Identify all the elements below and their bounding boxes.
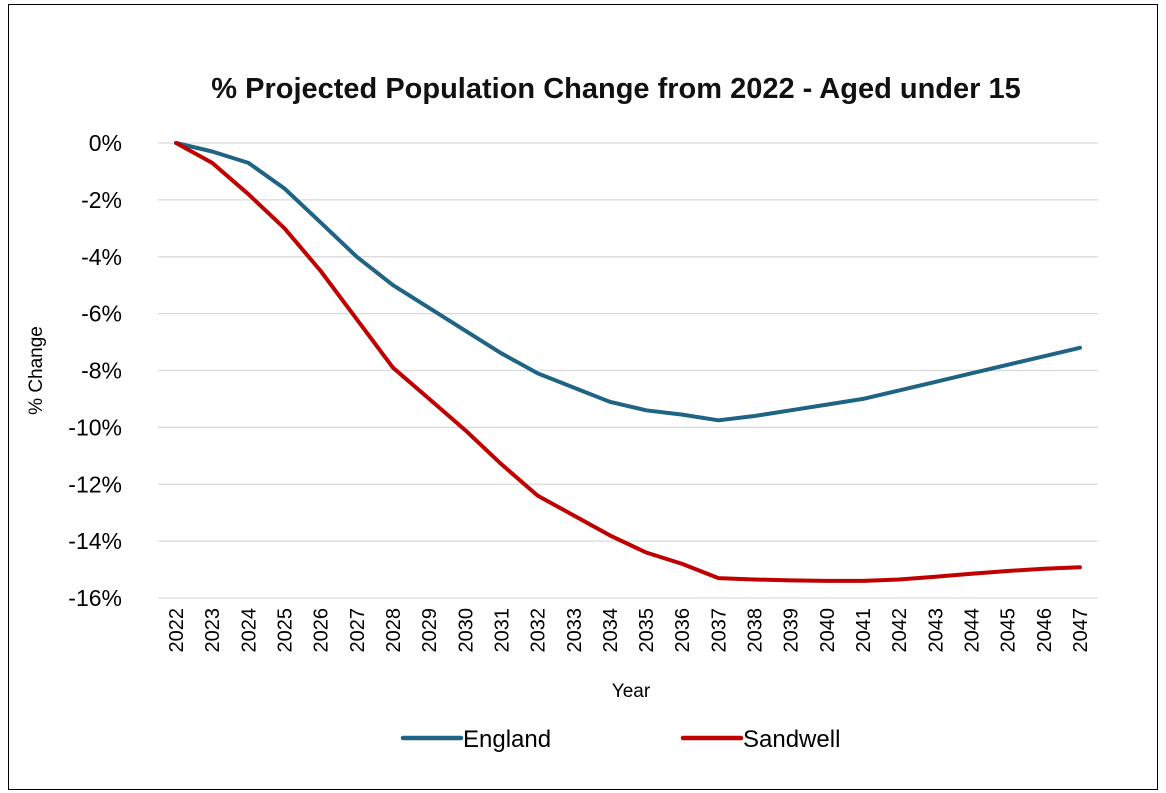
series-line-england [174, 141, 1082, 423]
y-tick-label: -10% [68, 414, 122, 440]
x-tick-label: 2039 [781, 608, 803, 653]
x-tick-label: 2036 [672, 608, 694, 653]
series-line-sandwell [174, 141, 1082, 583]
x-tick-label: 2040 [817, 608, 839, 653]
x-tick-label: 2034 [600, 608, 622, 653]
x-tick-label: 2045 [998, 608, 1020, 653]
y-tick-label: -12% [68, 471, 122, 497]
legend-label-sandwell: Sandwell [743, 726, 840, 753]
x-axis-ticks: 2022 2023 2024 2025 2026 2027 2028 2029 2030 2031… [166, 608, 1092, 653]
y-axis-title: % Change [26, 326, 47, 415]
y-tick-label: -8% [81, 358, 122, 384]
gridlines [158, 142, 1098, 599]
x-tick-label: 2033 [564, 608, 586, 653]
x-tick-label: 2042 [889, 608, 911, 653]
series-lines [174, 141, 1082, 583]
x-tick-label: 2038 [745, 608, 767, 653]
x-tick-label: 2031 [491, 608, 513, 653]
y-tick-label: -16% [68, 585, 122, 611]
chart-title: % Projected Population Change from 2022 … [211, 73, 1020, 105]
legend-label-england: England [463, 726, 551, 753]
x-tick-label: 2035 [636, 608, 658, 653]
x-tick-label: 2028 [383, 608, 405, 653]
x-tick-label: 2024 [238, 608, 260, 653]
y-tick-label: 0% [89, 130, 122, 156]
x-tick-label: 2047 [1070, 608, 1092, 653]
y-tick-label: -6% [81, 301, 122, 327]
x-tick-label: 2029 [419, 608, 441, 653]
y-tick-label: -14% [68, 528, 122, 554]
x-tick-label: 2025 [275, 608, 297, 653]
x-tick-label: 2032 [528, 608, 550, 653]
x-tick-label: 2043 [925, 608, 947, 653]
x-tick-label: 2022 [166, 608, 188, 653]
y-axis-ticks: 0% -2% -4% -6% -8% -10% -12% -14% -16% [68, 130, 122, 611]
x-tick-label: 2023 [202, 608, 224, 653]
x-tick-label: 2027 [347, 608, 369, 653]
x-axis-title: Year [612, 681, 651, 702]
y-tick-label: -4% [81, 244, 122, 270]
x-tick-label: 2030 [455, 608, 477, 653]
y-tick-label: -2% [81, 187, 122, 213]
x-tick-label: 2044 [961, 608, 983, 653]
legend: England Sandwell [400, 726, 840, 753]
x-tick-label: 2041 [853, 608, 875, 653]
x-tick-label: 2026 [311, 608, 333, 653]
chart-frame [8, 4, 1158, 790]
x-tick-label: 2037 [708, 608, 730, 653]
x-tick-label: 2046 [1034, 608, 1056, 653]
